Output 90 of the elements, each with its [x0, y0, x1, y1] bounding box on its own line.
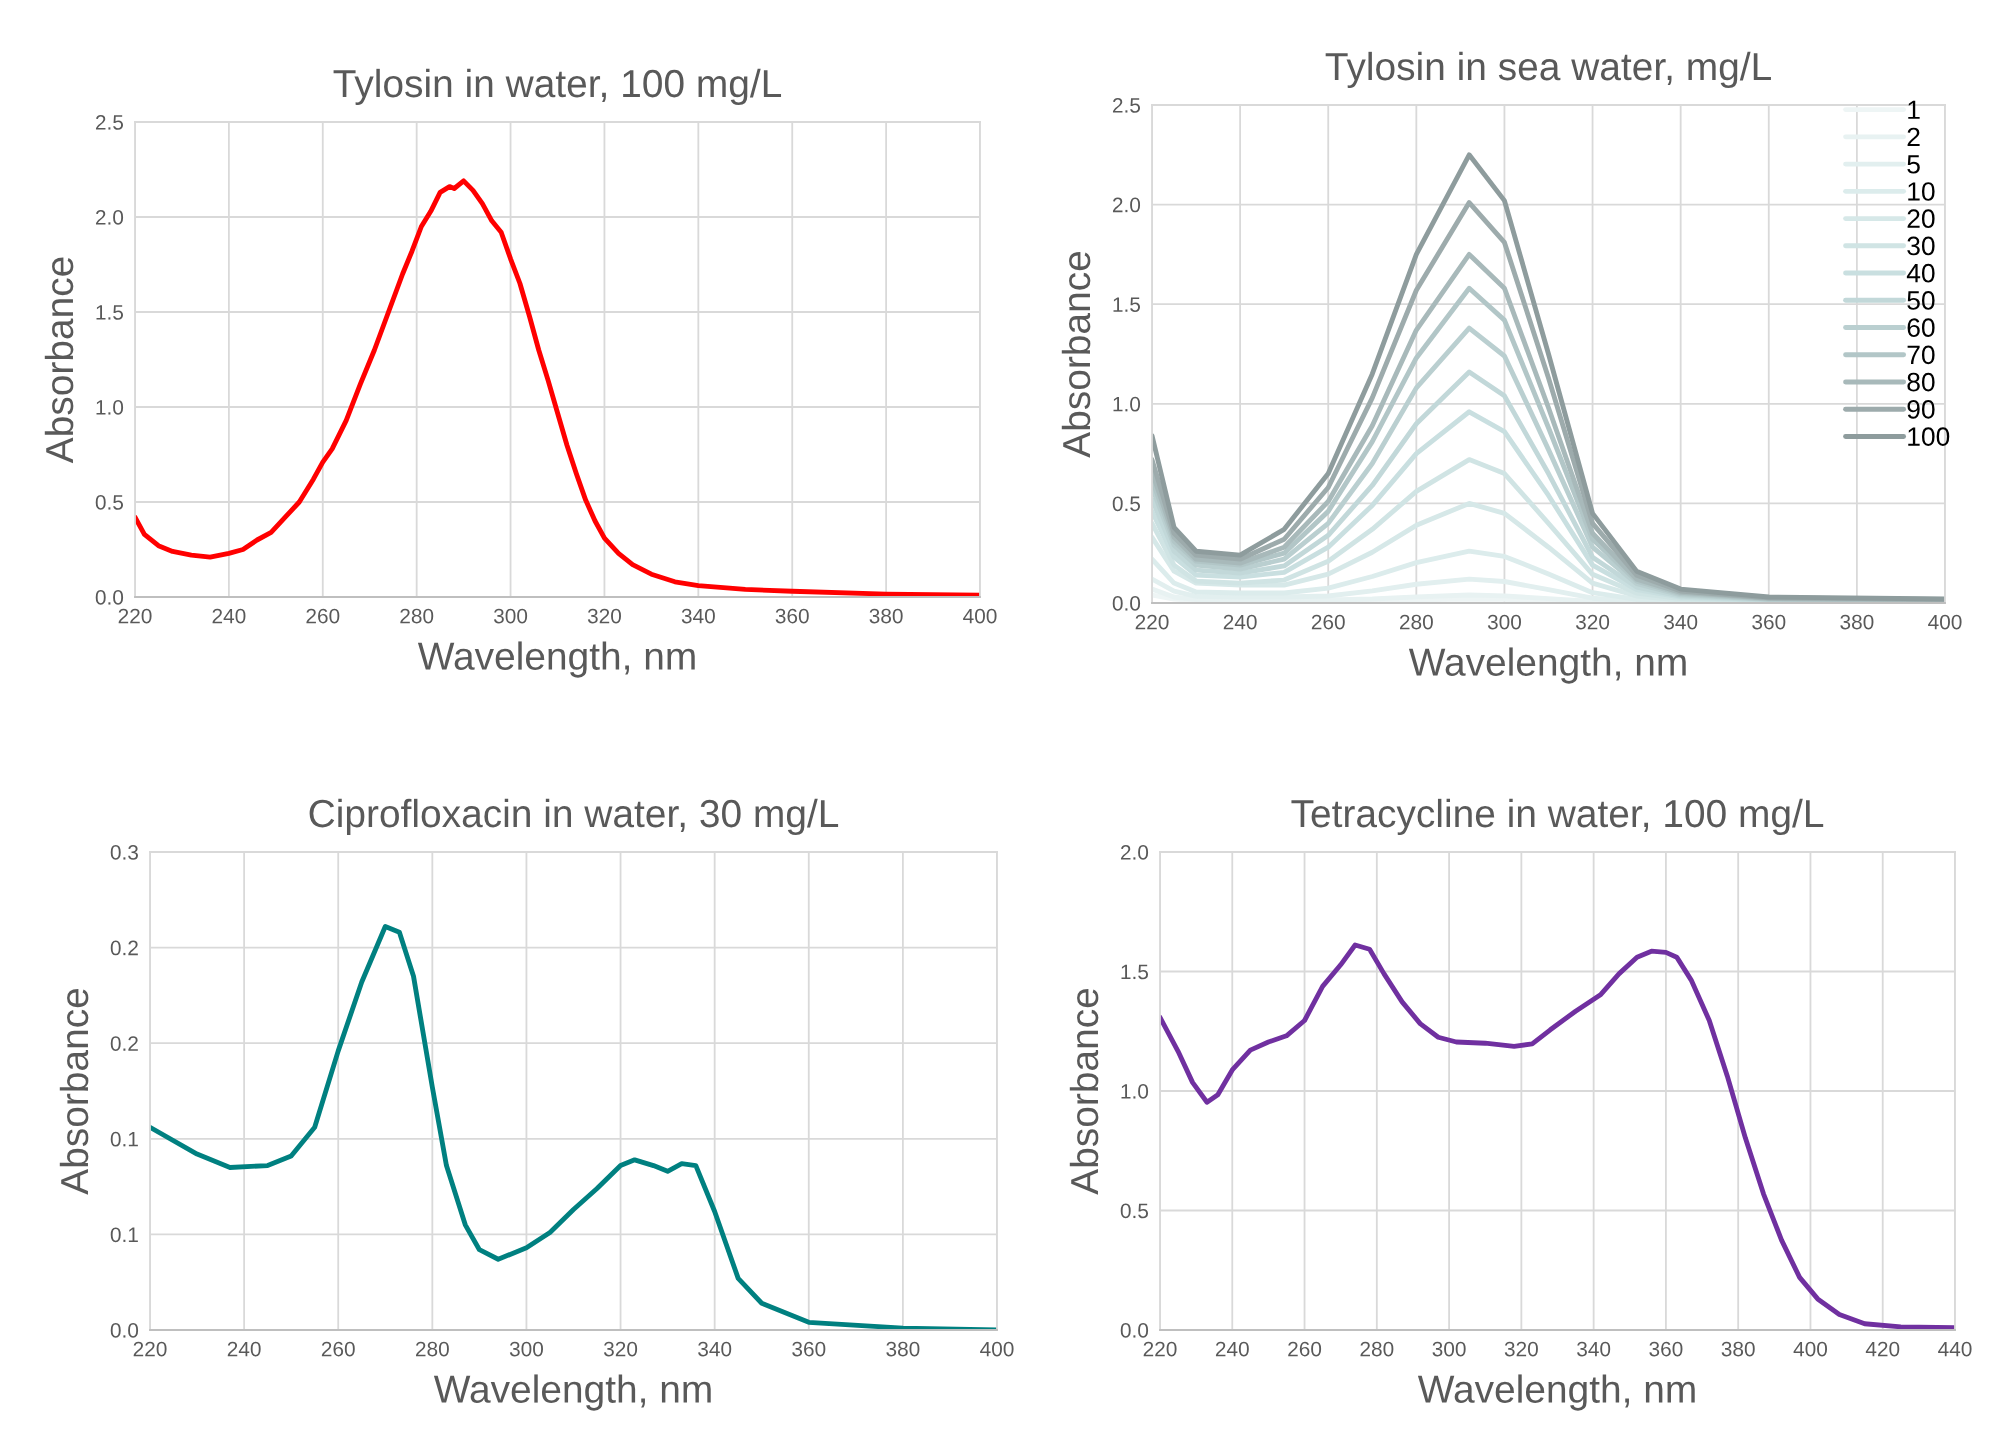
x-tick-label: 300: [1487, 614, 1522, 630]
x-tick-label: 240: [1223, 614, 1257, 630]
x-axis-title: Wavelength, nm: [1408, 647, 1686, 684]
chart-title: Tetracycline in water, 100 mg/L: [1291, 798, 1824, 836]
legend-label: 20: [1907, 209, 1935, 229]
x-tick-label: 340: [1577, 1341, 1611, 1357]
x-tick-label: 280: [416, 1341, 449, 1357]
x-axis-title: Wavelength, nm: [1417, 1374, 1695, 1411]
x-tick-label: 300: [1432, 1341, 1466, 1357]
x-tick-label: 240: [1215, 1341, 1249, 1357]
y-tick-label: 1.0: [96, 400, 124, 415]
y-tick-label: 1.0: [1113, 396, 1141, 412]
x-tick-label: 280: [400, 608, 434, 624]
legend-label: 90: [1907, 400, 1935, 419]
x-tick-label: 320: [1575, 614, 1610, 630]
x-tick-label: 360: [1649, 1341, 1683, 1357]
x-tick-label: 380: [1840, 614, 1874, 630]
x-tick-label: 380: [869, 608, 903, 624]
legend-label: 30: [1907, 236, 1935, 256]
y-axis-title: Absorbance: [1061, 251, 1091, 458]
y-tick-label: 1.5: [96, 305, 124, 320]
legend-label: 40: [1906, 263, 1935, 283]
y-tick-label: 0.0: [1120, 1323, 1149, 1338]
x-tick-label: 340: [681, 608, 715, 624]
y-tick-label: 0.5: [95, 495, 124, 510]
x-tick-label: 320: [1504, 1341, 1538, 1357]
y-axis-title: Absorbance: [1069, 988, 1099, 1195]
x-tick-label: 340: [1664, 614, 1698, 630]
y-tick-label: 2.5: [1112, 98, 1141, 113]
y-tick-label: 0.5: [1120, 1203, 1149, 1219]
x-tick-label: 220: [133, 1341, 167, 1357]
x-tick-label: 320: [603, 1341, 638, 1357]
y-tick-label: 0.2: [110, 1036, 138, 1051]
y-tick-label: 0.0: [110, 1323, 139, 1338]
x-tick-label: 220: [118, 608, 152, 624]
legend-label: 60: [1907, 318, 1935, 338]
y-tick-label: 2.0: [95, 210, 124, 225]
x-tick-label: 240: [227, 1341, 261, 1357]
y-tick-label: 2.0: [1112, 197, 1141, 213]
y-axis-title: Absorbance: [44, 257, 74, 464]
x-tick-label: 380: [1721, 1341, 1755, 1357]
x-axis-title: Wavelength, nm: [417, 641, 695, 678]
legend-label: 80: [1907, 372, 1935, 392]
x-tick-label: 340: [698, 1341, 732, 1357]
y-tick-label: 0.1: [110, 1131, 138, 1147]
y-tick-label: 0.1: [110, 1227, 138, 1243]
x-tick-label: 300: [493, 608, 528, 624]
x-tick-label: 440: [1938, 1341, 1972, 1357]
x-tick-label: 260: [321, 1341, 355, 1357]
legend-label: 1: [1908, 100, 1920, 119]
x-tick-label: 260: [1311, 614, 1345, 630]
x-tick-label: 280: [1400, 614, 1433, 630]
chart-title: Tylosin in water, 100 mg/L: [333, 68, 782, 106]
x-tick-label: 380: [886, 1341, 920, 1357]
y-tick-label: 1.5: [1113, 297, 1141, 312]
x-tick-label: 400: [1928, 614, 1962, 630]
x-tick-label: 420: [1865, 1341, 1900, 1357]
y-tick-label: 2.5: [95, 115, 124, 130]
legend-label: 5: [1907, 155, 1920, 174]
chart-title: Tylosin in sea water, mg/L: [1325, 51, 1771, 89]
x-tick-label: 400: [1793, 1341, 1828, 1357]
legend-label: 100: [1908, 427, 1950, 446]
y-axis-title: Absorbance: [59, 988, 89, 1195]
x-tick-label: 260: [1288, 1341, 1322, 1357]
x-tick-label: 320: [587, 608, 622, 624]
chart-title: Ciprofloxacin in water, 30 mg/L: [309, 798, 839, 836]
y-tick-label: 0.0: [1112, 596, 1141, 611]
legend-label: 2: [1907, 127, 1920, 147]
y-tick-label: 1.0: [1121, 1084, 1149, 1099]
x-axis-title: Wavelength, nm: [433, 1374, 711, 1411]
x-tick-label: 240: [212, 608, 246, 624]
legend-label: 10: [1908, 182, 1935, 201]
y-tick-label: 1.5: [1121, 964, 1149, 980]
legend-label: 50: [1907, 291, 1935, 310]
y-tick-label: 0.3: [110, 845, 138, 860]
y-tick-label: 0.2: [110, 940, 138, 956]
x-tick-label: 400: [963, 608, 997, 624]
legend-label: 70: [1907, 345, 1935, 365]
y-tick-label: 2.0: [1120, 845, 1149, 860]
x-tick-label: 260: [306, 608, 340, 624]
x-tick-label: 280: [1360, 1341, 1394, 1357]
x-tick-label: 360: [775, 608, 809, 624]
x-tick-label: 400: [980, 1341, 1014, 1357]
x-tick-label: 220: [1143, 1341, 1177, 1357]
x-tick-label: 360: [1752, 614, 1786, 630]
x-tick-label: 220: [1135, 614, 1169, 630]
y-tick-label: 0.5: [1112, 496, 1141, 512]
x-tick-label: 300: [509, 1341, 544, 1357]
x-tick-label: 360: [792, 1341, 826, 1357]
y-tick-label: 0.0: [95, 590, 124, 605]
